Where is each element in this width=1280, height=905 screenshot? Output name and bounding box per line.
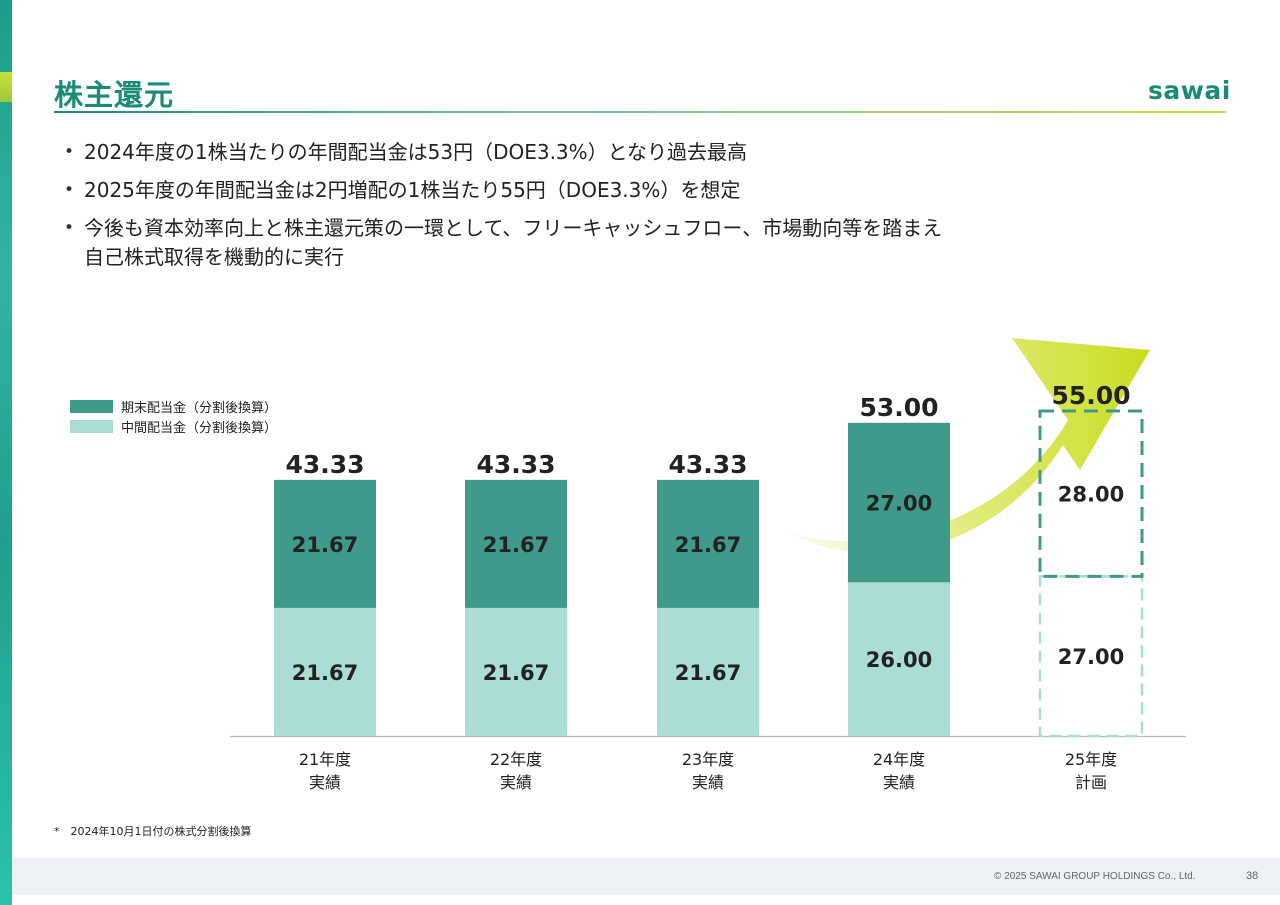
data-label-interim: 21.67 (292, 661, 358, 685)
x-tick-label: 21年度 (299, 750, 351, 769)
data-label-total: 43.33 (476, 450, 555, 479)
footnote: * 2024年10月1日付の株式分割後換算 (54, 825, 252, 838)
data-label-total: 53.00 (859, 393, 938, 422)
x-tick-label: 計画 (1075, 773, 1107, 792)
footer-bar (12, 858, 1280, 895)
bar-interim (848, 582, 950, 736)
bar-interim (274, 607, 376, 736)
data-label-total: 43.33 (285, 450, 364, 479)
x-tick-label: 25年度 (1065, 750, 1117, 769)
bar-interim-planned (1038, 575, 1144, 738)
x-tick-label: 実績 (692, 773, 724, 792)
title-underline (54, 111, 1226, 113)
data-label-interim: 27.00 (1058, 645, 1124, 669)
bullet-item: 2025年度の年間配当金は2円増配の1株当たり55円（DOE3.3%）を想定 (62, 176, 1182, 205)
bar-interim (657, 607, 759, 736)
bullet-text: 2025年度の年間配当金は2円増配の1株当たり55円（DOE3.3%）を想定 (84, 178, 741, 202)
slide-title: 株主還元 (54, 78, 175, 112)
page-number: 38 (1246, 870, 1259, 882)
data-label-total: 55.00 (1051, 381, 1130, 410)
data-label-interim: 26.00 (866, 648, 932, 672)
company-logo: sawai (1148, 76, 1231, 105)
x-tick-label: 実績 (883, 773, 915, 792)
left-accent-highlight (0, 72, 12, 102)
data-label-total: 43.33 (668, 450, 747, 479)
bullet-list: 2024年度の1株当たりの年間配当金は53円（DOE3.3%）となり過去最高 2… (62, 138, 1182, 281)
legend-item-year-end: 期末配当金（分割後換算） (70, 398, 278, 416)
x-tick-label: 実績 (500, 773, 532, 792)
x-tick-label: 22年度 (490, 750, 542, 769)
copyright-text: © 2025 SAWAI GROUP HOLDINGS Co., Ltd. (994, 871, 1196, 882)
bar-year-end (465, 479, 567, 608)
bullet-text-continuation: 自己株式取得を機動的に実行 (84, 245, 344, 269)
bullet-text: 今後も資本効率向上と株主還元策の一環として、フリーキャッシュフロー、市場動向等を… (84, 216, 943, 240)
data-label-year-end: 27.00 (866, 492, 932, 516)
left-accent-band (0, 0, 12, 905)
bullet-item: 2024年度の1株当たりの年間配当金は53円（DOE3.3%）となり過去最高 (62, 138, 1182, 167)
data-label-year-end: 21.67 (675, 533, 741, 557)
chart-legend: 期末配当金（分割後換算） 中間配当金（分割後換算） (70, 398, 277, 438)
bar-year-end-planned (1038, 409, 1144, 578)
data-label-interim: 21.67 (483, 661, 549, 685)
legend-item-interim: 中間配当金（分割後換算） (70, 418, 278, 436)
legend-swatch-year-end (70, 400, 113, 413)
bar-year-end (848, 422, 950, 583)
data-label-year-end: 28.00 (1058, 483, 1124, 507)
x-tick-label: 実績 (309, 773, 341, 792)
bar-year-end (657, 479, 759, 608)
data-label-interim: 21.67 (675, 661, 741, 685)
data-label-year-end: 21.67 (483, 533, 549, 557)
x-tick-label: 24年度 (873, 750, 925, 769)
data-label-year-end: 21.67 (292, 533, 358, 557)
legend-label-year-end: 期末配当金（分割後換算） (121, 401, 278, 416)
bar-year-end (274, 479, 376, 608)
bullet-text: 2024年度の1株当たりの年間配当金は53円（DOE3.3%）となり過去最高 (84, 140, 748, 164)
legend-label-interim: 中間配当金（分割後換算） (121, 421, 278, 436)
bullet-item: 今後も資本効率向上と株主還元策の一環として、フリーキャッシュフロー、市場動向等を… (62, 214, 1182, 272)
growth-arrow (790, 338, 1150, 554)
bar-interim (465, 607, 567, 736)
legend-swatch-interim (70, 420, 113, 433)
x-tick-label: 23年度 (682, 750, 734, 769)
